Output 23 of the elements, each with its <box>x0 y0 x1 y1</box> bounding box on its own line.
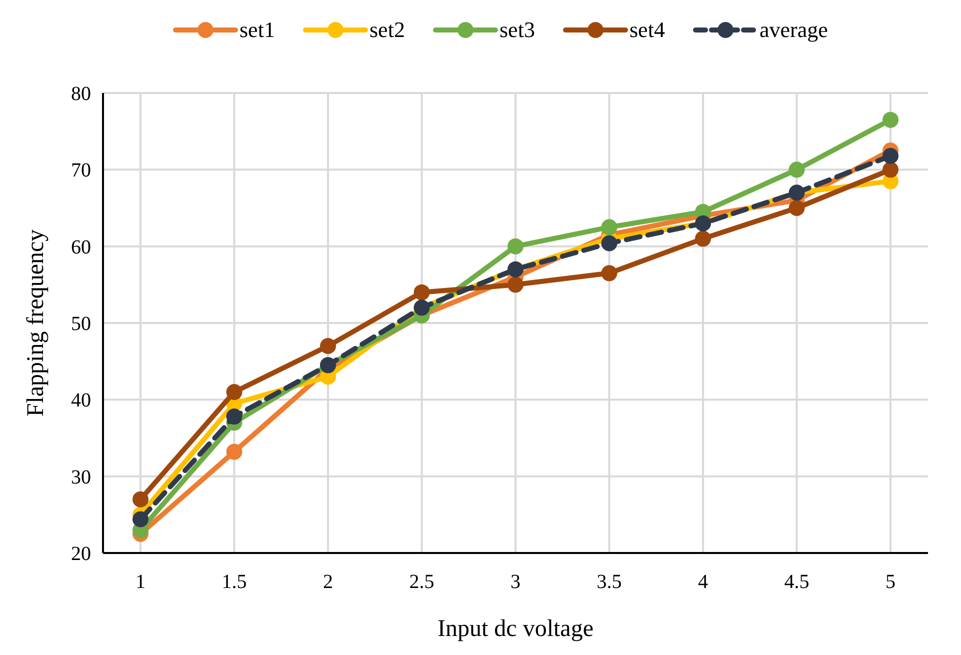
x-tick-label: 1 <box>136 571 146 593</box>
x-tick-label: 4.5 <box>784 571 810 593</box>
y-tick-label: 80 <box>71 83 91 105</box>
y-tick-label: 50 <box>71 313 91 335</box>
x-tick-label: 2 <box>323 571 333 593</box>
y-tick-label: 60 <box>71 236 91 258</box>
x-tick-label: 3 <box>510 571 520 593</box>
x-tick-label: 1.5 <box>222 571 247 593</box>
y-axis-title: Flapping frequency <box>23 229 49 417</box>
y-tick-label: 30 <box>71 466 91 488</box>
x-tick-label: 2.5 <box>409 571 434 593</box>
x-axis-title: Input dc voltage <box>438 616 594 642</box>
x-tick-label: 3.5 <box>596 571 622 593</box>
legend-label: set2 <box>370 17 405 42</box>
y-tick-label: 40 <box>71 390 91 412</box>
legend-label: set3 <box>500 17 535 42</box>
y-tick-label: 20 <box>71 543 91 565</box>
legend-label: set1 <box>240 17 275 42</box>
y-tick-label: 70 <box>71 160 91 182</box>
x-tick-label: 4 <box>698 571 708 593</box>
legend-label: average <box>760 17 828 42</box>
legend-label: set4 <box>630 17 665 42</box>
x-tick-label: 5 <box>886 571 896 593</box>
